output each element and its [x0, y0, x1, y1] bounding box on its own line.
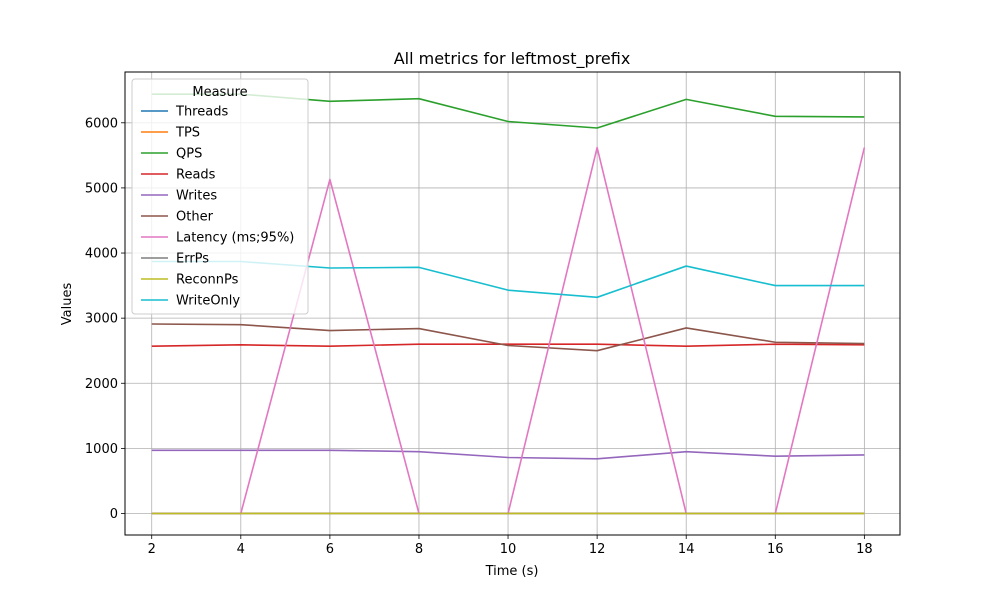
legend-label-latency-ms-95: Latency (ms;95%): [176, 231, 294, 246]
y-tick-label: 6000: [85, 116, 118, 131]
legend-label-tps: TPS: [175, 126, 200, 141]
legend: Measure Threads TPS QPS Reads Writes Other Lat…: [131, 78, 309, 315]
legend-box: [131, 78, 309, 315]
y-axis-ticks: 0 1000 2000 3000 4000 5000 6000: [85, 116, 125, 522]
x-tick-label: 2: [148, 542, 156, 557]
y-tick-label: 5000: [85, 181, 118, 196]
y-tick-label: 0: [110, 507, 118, 522]
chart-title: All metrics for leftmost_prefix: [394, 49, 631, 69]
legend-items: Threads TPS QPS Reads Writes Other Latency (ms…: [141, 105, 294, 309]
series-line-writes: [151, 449, 865, 460]
x-tick-label: 4: [237, 542, 245, 557]
series-lines: [151, 93, 866, 515]
legend-label-threads: Threads: [175, 105, 228, 120]
x-tick-label: 18: [856, 542, 873, 557]
legend-label-errps: ErrPs: [176, 252, 209, 267]
x-tick-label: 6: [326, 542, 334, 557]
legend-label-writeonly: WriteOnly: [176, 294, 240, 309]
y-axis-label: Values: [60, 283, 75, 326]
x-tick-label: 10: [500, 542, 517, 557]
legend-label-qps: QPS: [176, 147, 202, 162]
x-tick-label: 12: [589, 542, 606, 557]
x-tick-label: 14: [678, 542, 695, 557]
legend-label-writes: Writes: [176, 189, 217, 204]
y-tick-label: 4000: [85, 247, 118, 262]
series-line-reads: [151, 343, 865, 347]
y-tick-label: 2000: [85, 377, 118, 392]
x-tick-label: 16: [767, 542, 784, 557]
series-line-other: [151, 323, 865, 352]
x-axis-ticks: 2 4 6 8 10 12 14 16 18: [148, 535, 873, 557]
x-tick-label: 8: [415, 542, 423, 557]
x-axis-label: Time (s): [485, 564, 539, 579]
plot-frame: [124, 71, 901, 536]
legend-label-other: Other: [176, 210, 214, 225]
legend-label-reads: Reads: [176, 168, 216, 183]
y-tick-label: 3000: [85, 312, 118, 327]
y-tick-label: 1000: [85, 442, 118, 457]
legend-title: Measure: [192, 85, 247, 100]
legend-label-reconnps: ReconnPs: [176, 273, 239, 288]
